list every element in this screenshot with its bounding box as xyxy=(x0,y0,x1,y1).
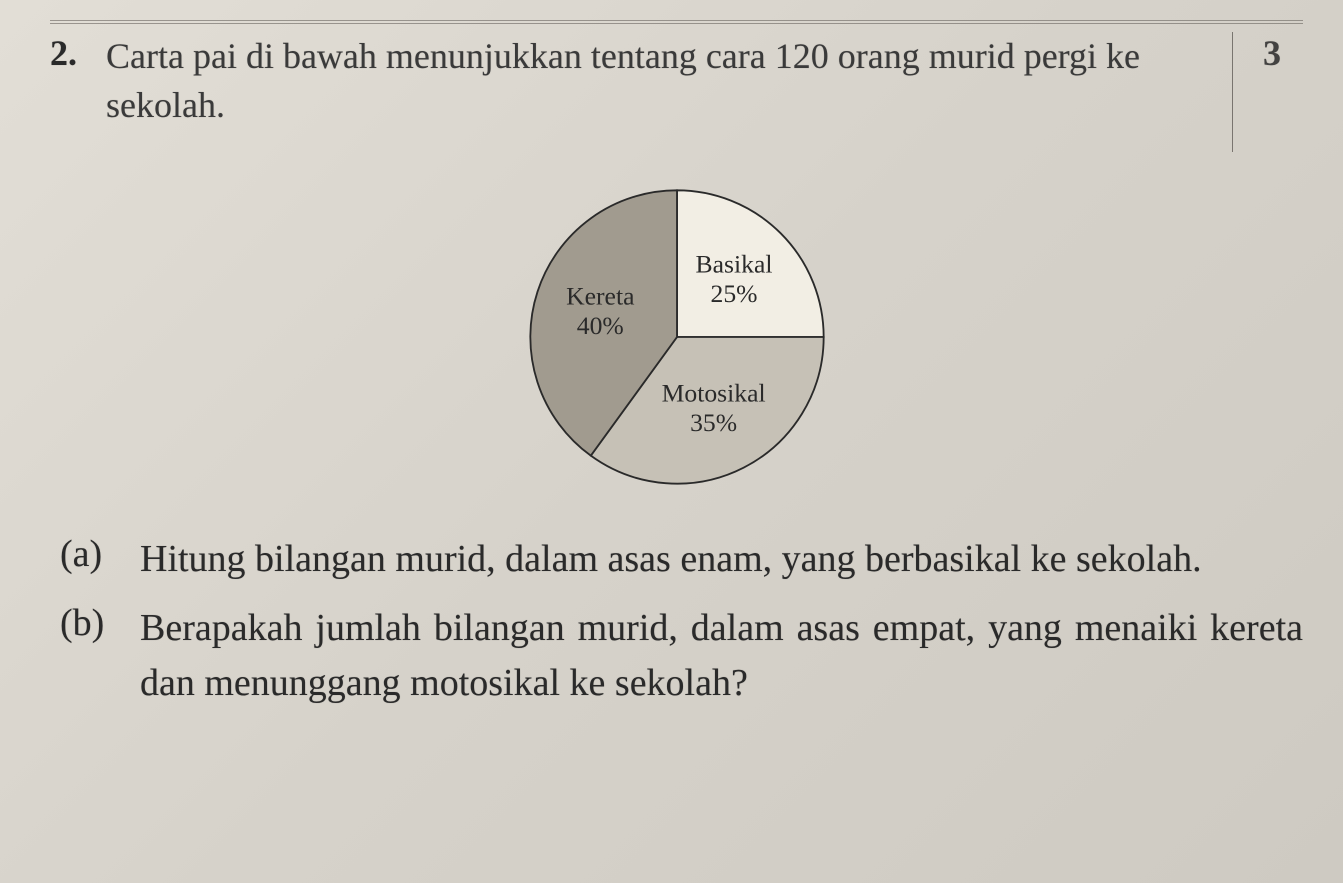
part-b-row: (b) Berapakah jumlah bilangan murid, dal… xyxy=(50,601,1303,711)
question-text: Carta pai di bawah menunjukkan tentang c… xyxy=(106,32,1212,129)
pie-percent-kereta: 40% xyxy=(576,311,623,340)
pie-chart: Basikal25% Motosikal35% Kereta40% xyxy=(512,172,842,502)
part-b-text: Berapakah jumlah bilangan murid, dalam a… xyxy=(140,601,1303,711)
part-a-text: Hitung bilangan murid, dalam asas enam, … xyxy=(140,532,1303,587)
pie-label-kereta: Kereta xyxy=(566,282,635,311)
question-number: 2. xyxy=(50,32,106,74)
right-margin-number: 3 xyxy=(1232,32,1303,152)
pie-label-basikal: Basikal xyxy=(695,250,772,279)
pie-percent-motosikal: 35% xyxy=(690,408,737,437)
part-a-label: (a) xyxy=(50,532,140,576)
part-b-label: (b) xyxy=(50,601,140,645)
question-row: 2. Carta pai di bawah menunjukkan tentan… xyxy=(50,32,1303,152)
worksheet-page: 2. Carta pai di bawah menunjukkan tentan… xyxy=(0,0,1343,883)
part-a-row: (a) Hitung bilangan murid, dalam asas en… xyxy=(50,532,1303,587)
top-rule xyxy=(50,20,1303,24)
pie-label-motosikal: Motosikal xyxy=(661,379,765,408)
pie-chart-container: Basikal25% Motosikal35% Kereta40% xyxy=(50,172,1303,502)
pie-percent-basikal: 25% xyxy=(710,279,757,308)
